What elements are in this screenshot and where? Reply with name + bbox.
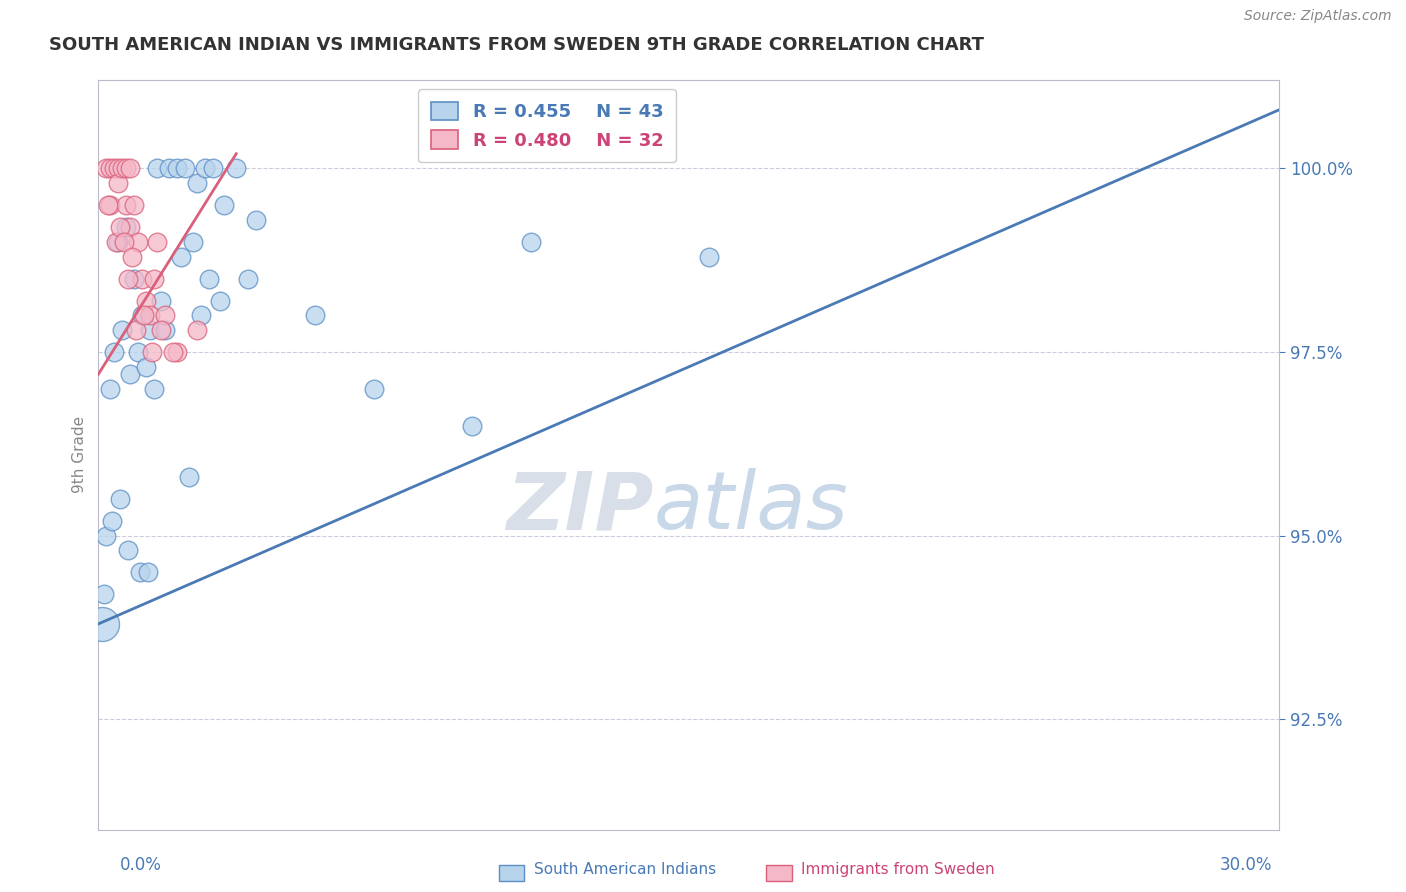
Point	[131, 309, 153, 323]
Point	[304, 309, 326, 323]
Point	[108, 491, 131, 506]
Point	[150, 293, 173, 308]
Text: Source: ZipAtlas.com: Source: ZipAtlas.com	[1244, 9, 1392, 23]
Point	[155, 309, 177, 323]
Point	[115, 220, 138, 235]
Text: atlas: atlas	[654, 468, 848, 547]
Point	[141, 345, 163, 359]
Point	[101, 514, 124, 528]
Point	[245, 212, 267, 227]
Point	[128, 566, 150, 580]
Point	[122, 198, 145, 212]
Y-axis label: 9th Grade: 9th Grade	[72, 417, 87, 493]
Point	[131, 271, 153, 285]
Point	[363, 382, 385, 396]
Point	[201, 161, 224, 176]
Point	[146, 235, 169, 249]
Point	[98, 382, 121, 396]
Point	[115, 198, 138, 212]
Point	[142, 382, 165, 396]
Point	[117, 543, 139, 558]
Point	[118, 220, 141, 235]
Point	[197, 271, 219, 285]
Point	[112, 235, 135, 249]
Point	[194, 161, 217, 176]
Point	[115, 161, 138, 176]
Point	[135, 293, 157, 308]
Point	[98, 198, 121, 212]
Point	[118, 161, 141, 176]
Point	[170, 250, 193, 264]
Point	[146, 161, 169, 176]
Point	[214, 198, 236, 212]
Point	[107, 161, 129, 176]
Point	[138, 309, 160, 323]
Text: 0.0%: 0.0%	[120, 856, 162, 874]
Point	[181, 235, 204, 249]
Point	[138, 323, 160, 337]
Point	[132, 309, 155, 323]
Text: SOUTH AMERICAN INDIAN VS IMMIGRANTS FROM SWEDEN 9TH GRADE CORRELATION CHART: SOUTH AMERICAN INDIAN VS IMMIGRANTS FROM…	[49, 36, 984, 54]
Point	[121, 250, 143, 264]
Point	[97, 198, 120, 212]
Point	[186, 323, 208, 337]
Text: South American Indians: South American Indians	[534, 863, 717, 877]
Point	[697, 250, 720, 264]
Point	[162, 345, 184, 359]
Point	[103, 161, 125, 176]
Point	[96, 161, 118, 176]
Text: 30.0%: 30.0%	[1220, 856, 1272, 874]
Point	[93, 587, 115, 601]
Point	[122, 271, 145, 285]
Point	[111, 161, 134, 176]
Point	[157, 161, 180, 176]
Point	[461, 418, 484, 433]
Point	[127, 235, 149, 249]
Point	[125, 323, 148, 337]
Point	[225, 161, 247, 176]
Point	[209, 293, 232, 308]
Point	[177, 470, 200, 484]
Point	[103, 345, 125, 359]
Point	[96, 529, 118, 543]
Point	[520, 235, 543, 249]
Point	[135, 359, 157, 374]
Legend: R = 0.455    N = 43, R = 0.480    N = 32: R = 0.455 N = 43, R = 0.480 N = 32	[419, 89, 676, 162]
Point	[142, 271, 165, 285]
Point	[91, 616, 114, 631]
Text: Immigrants from Sweden: Immigrants from Sweden	[801, 863, 995, 877]
Text: ZIP: ZIP	[506, 468, 654, 547]
Point	[108, 220, 131, 235]
Point	[155, 323, 177, 337]
Point	[118, 367, 141, 381]
Point	[105, 235, 128, 249]
Point	[186, 176, 208, 190]
Point	[107, 176, 129, 190]
Point	[166, 345, 188, 359]
Point	[190, 309, 212, 323]
Point	[111, 323, 134, 337]
Point	[98, 161, 121, 176]
Point	[127, 345, 149, 359]
Point	[107, 235, 129, 249]
Point	[150, 323, 173, 337]
Point	[166, 161, 188, 176]
Point	[236, 271, 259, 285]
Point	[174, 161, 197, 176]
Point	[117, 271, 139, 285]
Point	[136, 566, 159, 580]
